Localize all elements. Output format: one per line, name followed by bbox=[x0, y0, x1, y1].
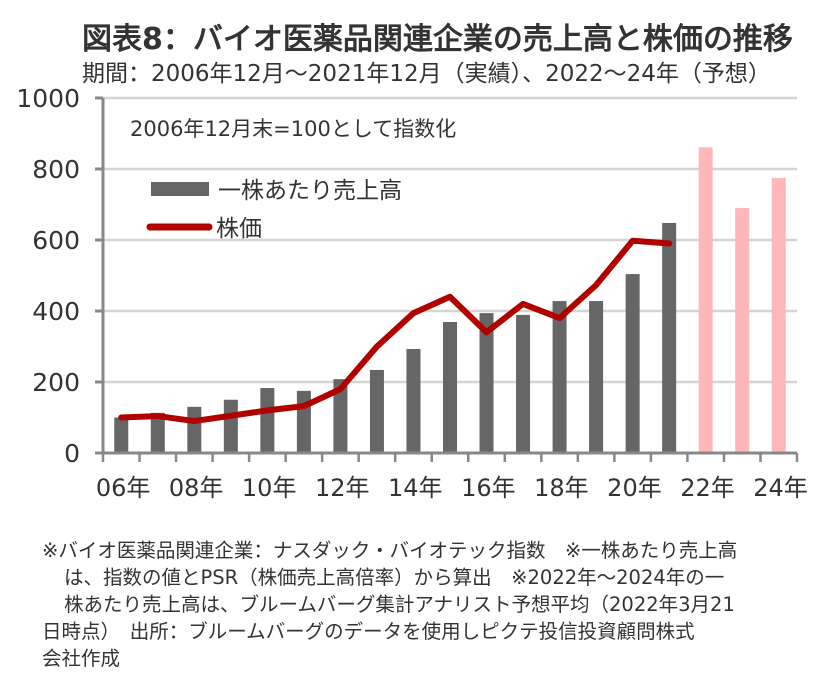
footnote-line: は、指数の値とPSR（株価売上高倍率）から算出 ※2022年～2024年の一 bbox=[64, 566, 725, 589]
x-tick-label: 08年 bbox=[169, 474, 224, 502]
bar bbox=[625, 274, 640, 453]
footnotes: ※バイオ医薬品関連企業：ナスダック・バイオテック指数 ※一株あたり売上高 は、指… bbox=[42, 537, 822, 672]
legend-bar-label: 一株あたり売上高 bbox=[218, 178, 402, 204]
bar bbox=[150, 412, 165, 453]
bar bbox=[552, 301, 567, 453]
bar bbox=[589, 301, 604, 453]
x-tick-label: 12年 bbox=[315, 474, 370, 502]
bar bbox=[516, 314, 531, 453]
y-tick-label: 1000 bbox=[16, 84, 80, 113]
bar-forecast bbox=[771, 177, 786, 453]
bar bbox=[479, 313, 494, 453]
bar bbox=[333, 379, 348, 453]
bar bbox=[662, 222, 677, 453]
stock-price-line bbox=[118, 237, 673, 425]
chart-canvas: 0 200 400 600 800 1000 06年 08年 10年 12年 14年 16年 18年 20… bbox=[16, 84, 808, 502]
chart-title: 図表8：バイオ医薬品関連企業の売上高と株価の推移 bbox=[82, 22, 793, 57]
bar bbox=[260, 388, 275, 453]
legend-bar-swatch bbox=[151, 182, 209, 196]
bar bbox=[223, 399, 238, 453]
index-annotation: 2006年12月末=100として指数化 bbox=[130, 117, 456, 141]
x-tick-label: 18年 bbox=[534, 474, 589, 502]
footnote-line: 日時点） 出所：ブルームバーグのデータを使用しピクテ投信投資顧問株式 bbox=[42, 620, 695, 643]
footnote-line: ※バイオ医薬品関連企業：ナスダック・バイオテック指数 ※一株あたり売上高 bbox=[42, 539, 738, 562]
y-tick-label: 200 bbox=[32, 368, 80, 397]
x-tick-label: 10年 bbox=[242, 474, 297, 502]
bar bbox=[114, 417, 129, 453]
bar bbox=[296, 390, 311, 453]
footnote-line: 株あたり売上高は、ブルームバーグ集計アナリスト予想平均（2022年3月21 bbox=[64, 593, 735, 616]
x-tick-label: 06年 bbox=[96, 474, 151, 502]
bar bbox=[187, 406, 202, 453]
x-tick-label: 14年 bbox=[388, 474, 443, 502]
x-tick-label: 22年 bbox=[680, 474, 735, 502]
bar-forecast bbox=[698, 147, 713, 453]
y-tick-label: 600 bbox=[32, 226, 80, 255]
x-tick-label: 24年 bbox=[753, 474, 808, 502]
footnote-line: 会社作成 bbox=[42, 647, 121, 670]
y-tick-label: 800 bbox=[32, 155, 80, 184]
bar bbox=[443, 322, 457, 453]
legend-line-label: 株価 bbox=[216, 216, 262, 242]
y-tick-label: 0 bbox=[64, 439, 80, 468]
bar bbox=[406, 348, 421, 453]
y-tick-label: 400 bbox=[32, 297, 80, 326]
x-tick-label: 16年 bbox=[461, 474, 516, 502]
chart-subtitle: 期間：2006年12月～2021年12月（実績）、2022～24年（予想） bbox=[82, 61, 771, 87]
bar-forecast bbox=[735, 208, 750, 453]
bar bbox=[369, 369, 384, 453]
x-tick-label: 20年 bbox=[607, 474, 662, 502]
